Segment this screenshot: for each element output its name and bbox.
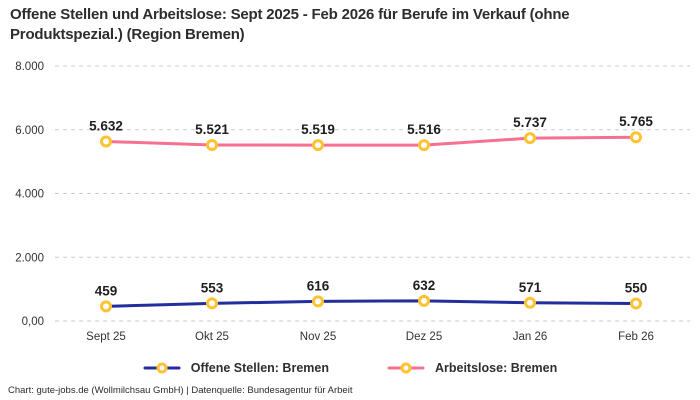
legend-label: Arbeitslose: Bremen [434, 361, 558, 375]
data-point-marker [312, 295, 324, 308]
legend-item: Arbeitslose: Bremen [387, 361, 557, 375]
x-tick-label: Nov 25 [300, 331, 336, 343]
legend-marker-icon [143, 362, 181, 374]
data-point-label: 616 [307, 278, 330, 293]
data-point-label: 571 [519, 280, 542, 295]
chart-legend: Offene Stellen: Bremen Arbeitslose: Breme… [0, 357, 700, 379]
data-point-marker [524, 296, 536, 309]
data-point-marker [100, 135, 112, 148]
data-point-label: 5.519 [301, 122, 335, 137]
data-point-marker [206, 297, 218, 310]
x-tick-label: Feb 26 [618, 331, 654, 343]
y-tick-label: 6.000 [15, 125, 44, 137]
legend-label: Offene Stellen: Bremen [190, 361, 329, 375]
y-tick-label: 2.000 [15, 252, 44, 264]
data-point-label: 5.516 [407, 122, 441, 137]
legend-item: Offene Stellen: Bremen [143, 361, 329, 375]
x-tick-label: Jan 26 [513, 331, 548, 343]
data-point-label: 553 [201, 280, 224, 295]
y-tick-label: 0,00 [22, 316, 44, 328]
data-point-marker [524, 132, 536, 145]
data-point-label: 632 [413, 278, 436, 293]
data-point-label: 5.632 [89, 118, 123, 133]
data-point-label: 5.737 [513, 115, 547, 130]
data-point-label: 5.765 [619, 114, 653, 129]
data-point-marker [630, 297, 642, 310]
y-tick-label: 4.000 [15, 189, 44, 201]
chart-title: Offene Stellen und Arbeitslose: Sept 202… [10, 6, 570, 44]
data-point-marker [100, 300, 112, 313]
series-line [104, 135, 638, 147]
data-point-label: 459 [95, 283, 118, 298]
data-point-marker [312, 139, 324, 152]
y-tick-label: 8.000 [15, 61, 44, 73]
chart-footer: Chart: gute-jobs.de (Wollmilchsau GmbH) … [8, 385, 353, 396]
x-tick-label: Okt 25 [195, 331, 229, 343]
legend-marker-icon [387, 362, 425, 374]
data-point-marker [630, 131, 642, 144]
x-tick-label: Sept 25 [86, 331, 126, 343]
x-tick-label: Dez 25 [406, 331, 442, 343]
data-point-marker [418, 139, 430, 152]
data-point-label: 550 [625, 280, 648, 295]
data-point-marker [206, 139, 218, 152]
series-line [104, 299, 638, 308]
data-point-label: 5.521 [195, 122, 229, 137]
data-point-marker [418, 294, 430, 307]
